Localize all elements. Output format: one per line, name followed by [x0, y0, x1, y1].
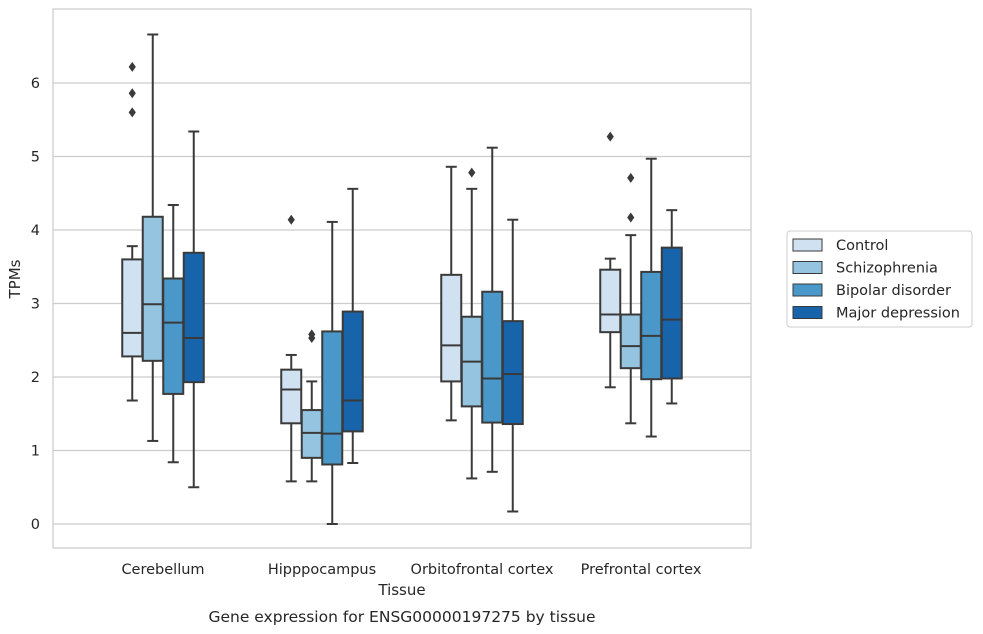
y-tick-label: 6 — [31, 76, 40, 92]
iqr-box — [599, 268, 622, 334]
y-tick-label: 3 — [31, 297, 40, 313]
iqr-box — [162, 277, 185, 395]
box-major-depression — [182, 130, 205, 489]
outlier-marker — [128, 88, 136, 99]
iqr-box — [182, 251, 205, 384]
box-schizophrenia — [300, 329, 323, 483]
figure-caption: Gene expression for ENSG00000197275 by t… — [208, 608, 595, 626]
y-axis-label: TPMs — [6, 259, 24, 299]
box-control — [440, 165, 463, 422]
box-schizophrenia — [460, 167, 483, 480]
outlier-marker — [308, 329, 316, 340]
box-major-depression — [341, 187, 364, 464]
y-tick-labels: 0 1 2 3 4 5 6 — [31, 76, 40, 533]
x-axis-label: Tissue — [377, 581, 425, 599]
outlier-marker — [627, 172, 635, 183]
x-tick-label: Orbitofrontal cortex — [411, 562, 554, 578]
y-tick-label: 4 — [31, 223, 40, 239]
legend-label: Schizophrenia — [836, 261, 938, 277]
box-control — [121, 61, 144, 402]
box-control — [280, 214, 303, 483]
iqr-box — [660, 246, 683, 380]
legend-frame — [786, 230, 973, 328]
box-schizophrenia — [141, 33, 164, 442]
outlier-marker — [606, 131, 614, 142]
legend-label: Control — [836, 238, 888, 254]
legend-label: Major depression — [836, 306, 960, 322]
box-schizophrenia — [619, 172, 642, 425]
legend: Control Schizophrenia Bipolar disorder Majo… — [786, 230, 973, 328]
iqr-box — [280, 368, 303, 425]
outlier-marker — [627, 212, 635, 223]
box-bipolar-disorder — [640, 157, 663, 438]
iqr-box — [481, 290, 504, 424]
box-bipolar-disorder — [321, 220, 344, 525]
legend-swatch — [792, 283, 823, 297]
iqr-box — [300, 409, 323, 459]
outlier-marker — [468, 167, 476, 178]
outlier-marker — [128, 107, 136, 118]
x-tick-labels: Cerebellum Hipppocampus Orbitofrontal cort… — [121, 562, 701, 578]
box-plots — [121, 33, 683, 525]
iqr-box — [121, 258, 144, 358]
outlier-marker — [287, 214, 295, 225]
iqr-box — [321, 330, 344, 466]
iqr-box — [141, 215, 164, 362]
box-bipolar-disorder — [162, 204, 185, 464]
x-tick-label: Cerebellum — [121, 562, 204, 578]
x-tick-label: Hipppocampus — [268, 562, 376, 578]
outlier-marker — [128, 61, 136, 72]
y-tick-label: 0 — [31, 517, 40, 533]
x-tick-label: Prefrontal cortex — [581, 562, 702, 578]
legend-swatch — [792, 261, 823, 274]
legend-label: Bipolar disorder — [836, 283, 951, 299]
y-tick-label: 1 — [31, 444, 40, 460]
iqr-box — [440, 273, 463, 383]
box-control — [599, 131, 622, 389]
box-bipolar-disorder — [481, 146, 504, 473]
box-major-depression — [660, 209, 683, 405]
iqr-box — [341, 310, 364, 433]
box-major-depression — [501, 218, 524, 513]
legend-swatch — [792, 306, 823, 319]
plot-frame — [52, 8, 752, 549]
iqr-box — [501, 320, 524, 426]
y-tick-label: 2 — [31, 370, 40, 386]
legend-swatch — [792, 238, 823, 252]
y-tick-label: 5 — [31, 150, 40, 166]
iqr-box — [640, 270, 663, 381]
iqr-box — [619, 313, 642, 370]
